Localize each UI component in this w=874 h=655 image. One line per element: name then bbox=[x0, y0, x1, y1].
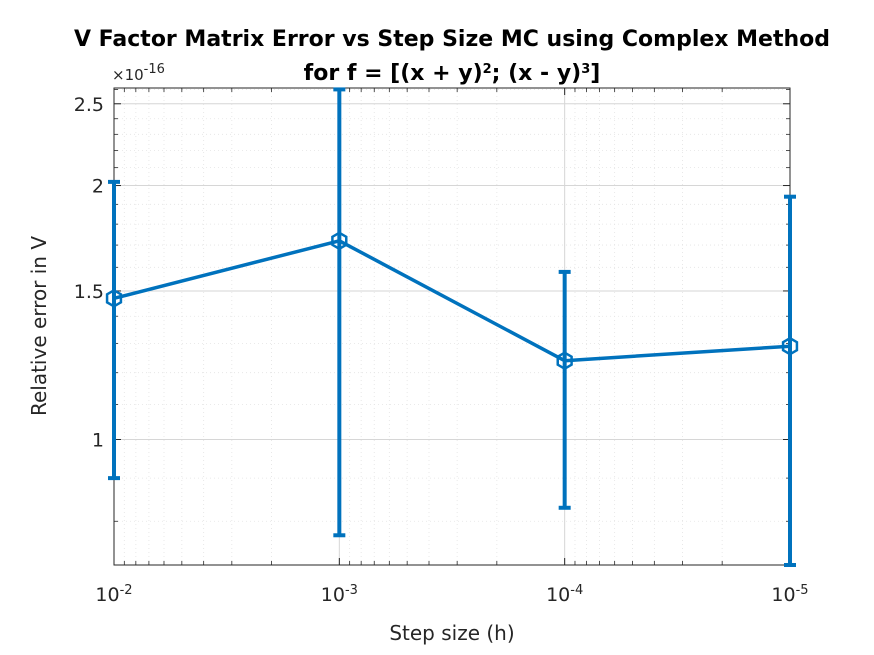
x-tick-label: 10-5 bbox=[771, 583, 808, 607]
x-axis-label: Step size (h) bbox=[389, 621, 514, 645]
y-tick-label: 1.5 bbox=[74, 281, 104, 303]
data-point-marker bbox=[105, 288, 123, 308]
x-tick-label: 10-3 bbox=[321, 583, 358, 607]
y-multiplier: ×10-16 bbox=[112, 62, 165, 85]
y-tick-label: 2.5 bbox=[74, 94, 104, 116]
y-axis-label: Relative error in V bbox=[27, 236, 51, 416]
series bbox=[105, 87, 799, 567]
data-point-marker bbox=[331, 231, 348, 251]
chart-title: V Factor Matrix Error vs Step Size MC us… bbox=[74, 27, 830, 52]
x-tick-label: 10-2 bbox=[95, 583, 132, 607]
chart-subtitle: for f = [(x + y)2; (x - y)3] bbox=[304, 61, 601, 86]
data-point-marker bbox=[781, 336, 799, 356]
series-line bbox=[113, 239, 791, 363]
y-tick-label: 1 bbox=[92, 430, 104, 452]
y-tick-label: 2 bbox=[92, 176, 104, 198]
x-tick-label: 10-4 bbox=[546, 583, 583, 607]
data-point-marker bbox=[556, 351, 573, 371]
axis-tick-marks bbox=[113, 88, 791, 565]
grid bbox=[113, 88, 791, 565]
tick-labels: 10-2 10-3 10-4 10-5 1 1.5 2 2.5 bbox=[74, 94, 809, 606]
plot-area bbox=[113, 87, 791, 566]
